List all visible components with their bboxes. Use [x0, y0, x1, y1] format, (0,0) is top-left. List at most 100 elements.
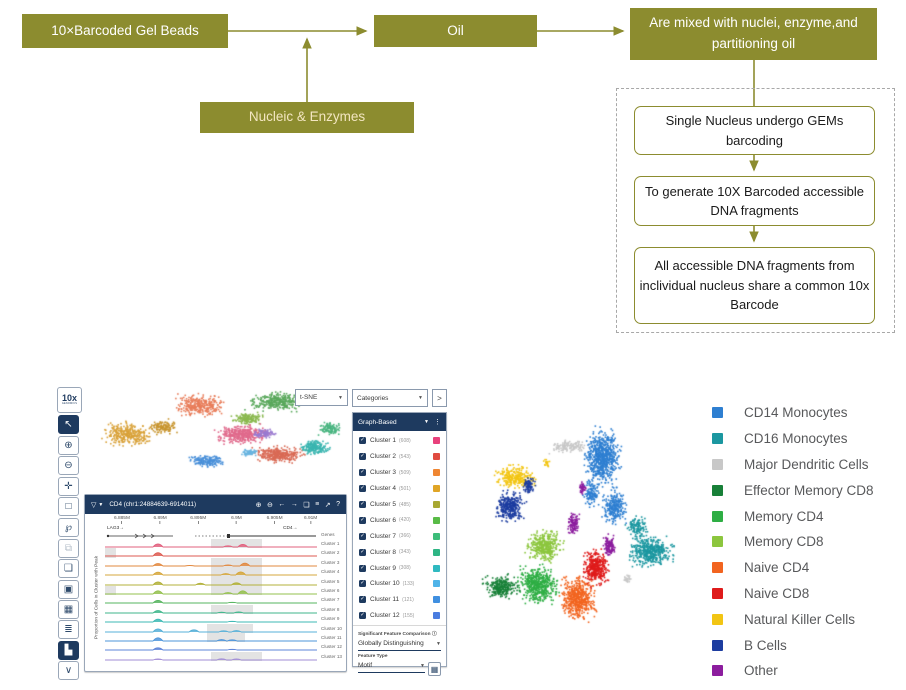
peak-track-row	[105, 567, 317, 577]
cluster-count: (485)	[399, 501, 411, 508]
axis-tick: 6.885M	[114, 516, 130, 524]
cluster-label: Cluster 8	[370, 548, 397, 556]
checkbox-checked-icon[interactable]: ✓	[359, 437, 366, 445]
pointer-tool-icon[interactable]: ↖	[58, 415, 79, 434]
cluster-row[interactable]: ✓ Cluster 3 (509)	[353, 465, 446, 481]
track-label: Cluster 8	[321, 606, 340, 612]
cluster-row[interactable]: ✓ Cluster 11 (121)	[353, 592, 446, 608]
checkbox-checked-icon[interactable]: ✓	[359, 516, 366, 524]
tenx-logo: 10x GENOMICS	[57, 387, 82, 413]
track-header-icon[interactable]: ⊖	[266, 501, 273, 509]
cluster-row[interactable]: ✓ Cluster 9 (308)	[353, 560, 446, 576]
cluster-count: (501)	[399, 485, 411, 492]
gene-structure-glyphs	[106, 533, 316, 539]
legend-item: Natural Killer Cells	[712, 606, 874, 632]
legend-swatch	[712, 613, 723, 625]
checkbox-checked-icon[interactable]: ✓	[359, 596, 366, 604]
checkbox-checked-icon[interactable]: ✓	[359, 580, 366, 588]
cluster-row[interactable]: ✓ Cluster 12 (155)	[353, 608, 446, 624]
zoom-in-icon[interactable]: ⊕	[58, 435, 79, 455]
cluster-count: (133)	[402, 580, 415, 587]
cluster-row[interactable]: ✓ Cluster 4 (501)	[353, 481, 446, 497]
checkbox-checked-icon[interactable]: ✓	[359, 469, 366, 477]
feature-comparison-section: Significant Feature Comparison ⓘ Globall…	[353, 625, 446, 676]
info-icon[interactable]: ⓘ	[431, 632, 437, 637]
cluster-row[interactable]: ✓ Cluster 6 (420)	[353, 512, 446, 528]
zoom-out-icon[interactable]: ⊖	[58, 456, 79, 476]
legend-label: Naive CD4	[744, 560, 810, 576]
track-header-icon[interactable]: ≡	[315, 500, 320, 508]
legend-label: Memory CD4	[744, 508, 824, 524]
cluster-color-swatch	[433, 501, 440, 508]
tenx-logo-subtext: GENOMICS	[61, 402, 78, 406]
graph-based-header[interactable]: Graph-Based ▼ ⋮	[353, 413, 446, 431]
cluster-row[interactable]: ✓ Cluster 7 (366)	[353, 528, 446, 544]
move-tool-icon[interactable]: ✛	[58, 476, 79, 496]
legend-label: CD16 Monocytes	[744, 431, 848, 447]
sig-feature-select[interactable]: Globally Distinguishing ▼	[358, 637, 441, 651]
checkbox-checked-icon[interactable]: ✓	[359, 485, 366, 493]
projection-dropdown[interactable]: t-SNE ▼	[295, 389, 348, 406]
axis-tick: 6.895M	[190, 516, 206, 524]
lasso-select-icon[interactable]: ℘	[58, 518, 79, 537]
track-header-icon[interactable]: ?	[336, 500, 340, 508]
track-header-icon[interactable]: →	[290, 500, 298, 508]
cluster-color-swatch	[433, 596, 440, 604]
cluster-label: Cluster 10	[370, 580, 400, 588]
axis-tick: 6.9M	[231, 516, 242, 524]
peak-track-row	[105, 595, 317, 604]
export-icon[interactable]: ❏	[58, 559, 79, 579]
cluster-label: Cluster 2	[370, 453, 397, 461]
camera-icon[interactable]: ▣	[58, 579, 79, 599]
flow-box-gel-beads: 10×Barcoded Gel Beads	[22, 14, 228, 48]
graph-based-label: Graph-Based	[358, 418, 397, 426]
sidebar-expand-button[interactable]: >	[432, 389, 447, 407]
list-view-icon[interactable]: ≣	[58, 620, 79, 639]
track-header-icon[interactable]: ❏	[303, 501, 310, 509]
cluster-count: (343)	[399, 549, 411, 556]
peak-track-row	[105, 632, 317, 643]
checkbox-checked-icon[interactable]: ✓	[359, 548, 366, 556]
filter-icon[interactable]: ▽	[91, 501, 97, 509]
track-header-icon[interactable]: ⊕	[255, 501, 262, 509]
checkbox-checked-icon[interactable]: ✓	[359, 532, 366, 540]
track-header-icon[interactable]: ↗	[324, 501, 331, 509]
chart-view-icon[interactable]: ▙	[58, 640, 79, 660]
cluster-row[interactable]: ✓ Cluster 5 (485)	[353, 497, 446, 513]
cluster-label: Cluster 9	[370, 564, 397, 572]
peak-track-row	[105, 642, 317, 651]
calculator-button[interactable]: ▦	[428, 662, 441, 676]
legend-swatch	[712, 639, 723, 651]
clipboard-icon[interactable]: ⧉	[58, 538, 79, 558]
legend-swatch	[712, 407, 723, 419]
track-label: Cluster 3	[321, 559, 340, 565]
checkbox-checked-icon[interactable]: ✓	[359, 564, 366, 572]
feature-type-select[interactable]: Motif ▼	[358, 659, 425, 673]
cluster-row[interactable]: ✓ Cluster 10 (133)	[353, 576, 446, 592]
track-header-icon[interactable]: ←	[278, 500, 286, 508]
cluster-row[interactable]: ✓ Cluster 2 (543)	[353, 449, 446, 465]
track-label: Cluster 13	[321, 653, 342, 659]
legend-item: Effector Memory CD8	[712, 477, 874, 503]
peak-track-row	[105, 576, 317, 586]
axis-tick: 6.91M	[304, 516, 317, 524]
collapse-icon[interactable]: ∨	[58, 661, 79, 681]
checkbox-checked-icon[interactable]: ✓	[359, 501, 366, 508]
flow-box-mixed: Are mixed with nuclei, enzyme,and partit…	[630, 8, 877, 60]
rect-select-icon[interactable]: □	[58, 497, 79, 517]
tenx-logo-text: 10x	[61, 393, 78, 404]
legend-label: Memory CD8	[744, 534, 824, 550]
cluster-count: (366)	[399, 533, 411, 540]
cluster-color-swatch	[433, 612, 440, 620]
categories-dropdown[interactable]: Categories ▼	[352, 389, 428, 407]
cluster-row[interactable]: ✓ Cluster 8 (343)	[353, 544, 446, 560]
peak-track-row	[105, 539, 317, 549]
flow-box-nucleic-enzymes: Nucleic & Enzymes	[200, 102, 414, 133]
chevron-down-icon: ▼	[420, 662, 425, 669]
grid-view-icon[interactable]: ▦	[58, 600, 79, 620]
checkbox-checked-icon[interactable]: ✓	[359, 453, 366, 461]
peak-track-row	[105, 651, 317, 662]
cluster-row[interactable]: ✓ Cluster 1 (608)	[353, 433, 446, 449]
kebab-menu-icon[interactable]: ⋮	[434, 419, 441, 426]
checkbox-checked-icon[interactable]: ✓	[359, 612, 366, 620]
